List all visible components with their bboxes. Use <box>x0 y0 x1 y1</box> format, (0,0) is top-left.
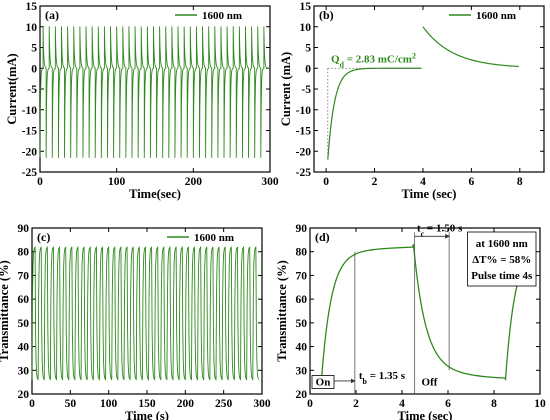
y-tick-label: 30 <box>18 365 30 377</box>
x-tick-label: 300 <box>253 398 271 410</box>
x-tick-label: 0 <box>307 398 313 410</box>
x-tick-label: 2 <box>353 398 359 410</box>
y-axis-label: Current (mA) <box>279 52 293 126</box>
on-box <box>311 375 335 389</box>
x-tick-label: 100 <box>108 176 126 188</box>
x-tick-label: 6 <box>468 176 474 188</box>
tc-label: tc = 1.50 s <box>417 222 463 238</box>
x-tick-label: 200 <box>185 176 203 188</box>
y-tick-label: 40 <box>296 342 308 354</box>
x-tick-label: 4 <box>420 176 426 188</box>
x-tick-label: 0 <box>323 176 329 188</box>
y-tick-label: -25 <box>296 167 312 179</box>
x-tick-label: 8 <box>491 398 497 410</box>
series-line-transmittance <box>31 246 260 381</box>
series-line-reduction <box>327 67 422 160</box>
series-line-transmittance-cycle <box>314 243 519 381</box>
x-axis-label: Time (sec) <box>402 187 457 201</box>
panel-label: (c) <box>37 230 50 244</box>
y-tick-label: 90 <box>296 223 308 235</box>
y-tick-label: 0 <box>305 63 311 75</box>
y-tick-label: 30 <box>296 365 308 377</box>
legend-label: 1600 nm <box>476 10 516 22</box>
x-axis-label: Time (s) <box>125 409 169 420</box>
plot-frame <box>313 5 545 173</box>
y-tick-label: 10 <box>300 22 312 34</box>
x-tick-label: 0 <box>29 398 35 410</box>
x-tick-label: 8 <box>517 176 523 188</box>
legend-label: 1600 nm <box>202 10 242 22</box>
y-tick-label: -10 <box>22 105 38 117</box>
y-tick-label: 70 <box>296 270 308 282</box>
y-tick-label: -15 <box>296 126 312 138</box>
off-label: Off <box>422 376 438 388</box>
series-line-oxidation <box>422 26 519 68</box>
y-tick-label: 5 <box>305 43 311 55</box>
x-axis-label: Time(sec) <box>129 187 181 201</box>
y-tick-label: -20 <box>296 146 312 158</box>
charge-density-label: Qd = 2.83 mC/cm2 <box>331 51 416 69</box>
y-axis-label: Current(mA) <box>5 53 19 124</box>
y-axis-label: Transmittance (%) <box>0 260 11 361</box>
panel-d: 0 2 4 6 8 10 20 30 40 50 60 70 80 90 Time (sec) Transmi… <box>275 222 546 420</box>
y-tick-label: 5 <box>31 43 37 55</box>
info-line: Pulse time 4s <box>471 270 533 282</box>
x-tick-label: 10 <box>534 398 546 410</box>
y-tick-label: 90 <box>18 223 30 235</box>
x-tick-label: 6 <box>445 398 451 410</box>
y-tick-label: 10 <box>26 22 38 34</box>
y-tick-label: -5 <box>301 84 311 96</box>
y-tick-label: 60 <box>296 294 308 306</box>
x-axis-label: Time (sec) <box>398 409 453 420</box>
y-tick-label: 50 <box>296 318 308 330</box>
y-tick-label: 60 <box>18 294 30 306</box>
on-label: On <box>316 376 331 388</box>
x-tick-label: 2 <box>372 176 378 188</box>
y-tick-label: -25 <box>22 167 38 179</box>
x-tick-label: 200 <box>177 398 195 410</box>
x-tick-label: 4 <box>399 398 405 410</box>
x-tick-label: 0 <box>37 176 43 188</box>
x-tick-label: 100 <box>100 398 118 410</box>
x-tick-label: 300 <box>261 176 279 188</box>
info-line: ΔT% = 58% <box>472 254 531 266</box>
x-tick-label: 50 <box>65 398 77 410</box>
plot-frame <box>39 5 271 173</box>
y-tick-label: -10 <box>296 105 312 117</box>
plot-frame <box>309 227 541 395</box>
y-tick-label: 70 <box>18 270 30 282</box>
y-tick-label: -5 <box>27 84 37 96</box>
info-box <box>467 231 537 287</box>
panel-a: 0 100 200 300 -25 -20 -15 -10 -5 0 5 10 15 Time(sec) C… <box>5 1 279 201</box>
y-tick-label: 20 <box>296 389 308 401</box>
panel-label: (a) <box>45 8 59 22</box>
y-tick-label: 0 <box>31 63 37 75</box>
legend-label: 1600 nm <box>194 232 234 244</box>
x-tick-label: 250 <box>215 398 233 410</box>
y-tick-label: 80 <box>18 247 30 259</box>
y-tick-label: 80 <box>296 247 308 259</box>
x-tick-label: 150 <box>138 398 156 410</box>
y-tick-label: 15 <box>26 1 38 13</box>
series-line-current <box>39 26 271 158</box>
info-line: at 1600 nm <box>476 238 528 250</box>
panel-label: (d) <box>315 230 330 244</box>
tb-label: tb = 1.35 s <box>359 370 406 386</box>
panel-b: 0 2 4 6 8 -25 -20 -15 -10 -5 0 5 10 15 Time (sec) Curre… <box>279 1 545 201</box>
y-axis-label: Transmittance (%) <box>275 260 289 361</box>
y-tick-label: 15 <box>300 1 312 13</box>
y-tick-label: -15 <box>22 126 38 138</box>
y-tick-label: 40 <box>18 342 30 354</box>
y-tick-label: -20 <box>22 146 38 158</box>
panel-label: (b) <box>319 8 334 22</box>
y-tick-label: 50 <box>18 318 30 330</box>
panel-c: 0 50 100 150 200 250 300 20 30 40 50 60 70 80 90 Time (… <box>0 223 271 420</box>
y-tick-label: 20 <box>18 389 30 401</box>
